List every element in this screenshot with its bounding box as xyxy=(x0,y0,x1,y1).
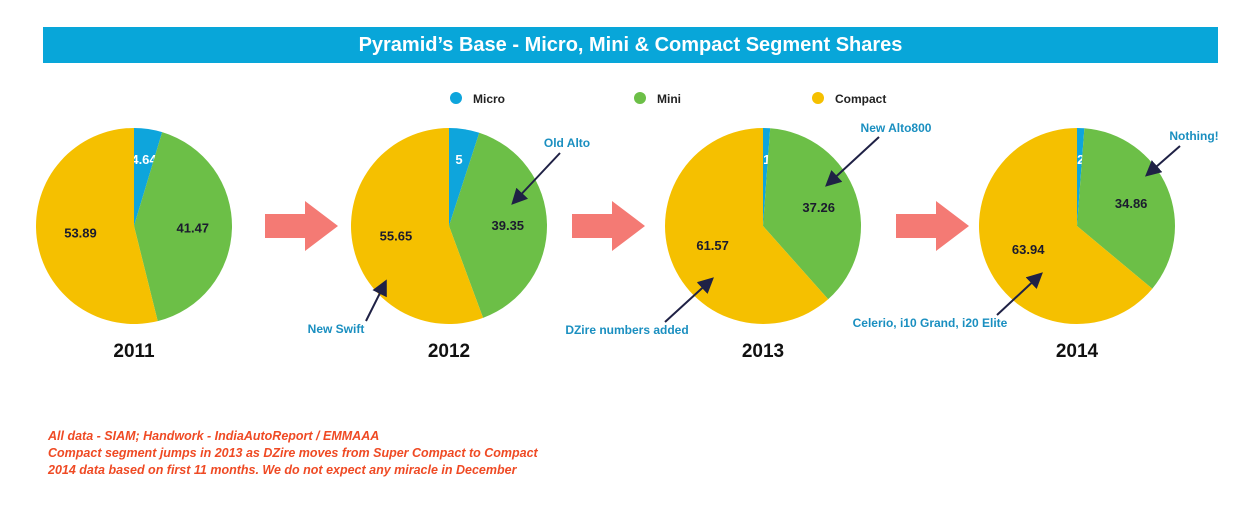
footnote-3: 2014 data based on first 11 months. We d… xyxy=(48,463,517,477)
annotation-new-swift: New Swift xyxy=(308,322,365,336)
footnotes: All data - SIAM; Handwork - IndiaAutoRep… xyxy=(48,428,538,479)
data-label-2011-micro: 4.64 xyxy=(131,152,157,167)
pie-slice-2012-micro xyxy=(449,128,480,226)
annotation-celerio: Celerio, i10 Grand, i20 Elite xyxy=(853,316,1008,330)
annotation-celerio-arrow xyxy=(996,272,1043,316)
annotation-nothing-arrow xyxy=(1144,145,1181,177)
legend-label-compact: Compact xyxy=(835,92,886,106)
legend-marker-micro xyxy=(450,92,462,104)
pie-slice-2012-compact xyxy=(350,128,484,324)
footnote-2: Compact segment jumps in 2013 as DZire m… xyxy=(48,446,538,460)
footnote-1: All data - SIAM; Handwork - IndiaAutoRep… xyxy=(48,429,380,443)
data-label-2012-micro: 5 xyxy=(455,152,462,167)
year-label-2014: 2014 xyxy=(1056,341,1099,362)
year-label-2012: 2012 xyxy=(428,341,470,362)
legend-label-micro: Micro xyxy=(473,92,505,106)
annotation-new-swift-arrow xyxy=(365,279,387,322)
legend-label-mini: Mini xyxy=(657,92,681,106)
pie-slice-2012-mini xyxy=(449,132,547,318)
year-label-2011: 2011 xyxy=(113,341,155,362)
chart-title: Pyramid’s Base - Micro, Mini & Compact S… xyxy=(358,33,903,56)
pie-slice-2011-micro xyxy=(134,128,163,226)
legend-marker-mini xyxy=(634,92,646,104)
pie-slice-2013-compact xyxy=(664,128,829,324)
data-label-2012-compact: 55.65 xyxy=(380,229,413,244)
pie-slice-2013-micro xyxy=(763,128,771,226)
data-label-2013-mini: 37.26 xyxy=(802,200,835,215)
annotation-dzire-arrow xyxy=(664,277,714,323)
transition-arrow-3 xyxy=(896,201,969,251)
data-label-2011-compact: 53.89 xyxy=(64,226,97,241)
data-label-2012-mini: 39.35 xyxy=(492,218,525,233)
data-label-2011-mini: 41.47 xyxy=(177,220,210,235)
title-banner: Pyramid’s Base - Micro, Mini & Compact S… xyxy=(43,27,1218,63)
year-label-2013: 2013 xyxy=(742,341,784,362)
annotation-dzire: DZire numbers added xyxy=(565,323,688,337)
pie-slice-2011-mini xyxy=(134,132,232,322)
transition-arrow-2 xyxy=(572,201,645,251)
annotation-old-alto: Old Alto xyxy=(544,136,590,150)
transition-arrow-1 xyxy=(265,201,338,251)
annotation-new-alto800-arrow xyxy=(825,136,880,187)
annotation-nothing: Nothing! xyxy=(1169,129,1218,143)
data-label-2014-mini: 34.86 xyxy=(1115,196,1148,211)
pie-slice-2014-micro xyxy=(1077,128,1085,226)
data-label-2013-compact: 61.57 xyxy=(696,238,729,253)
annotation-new-alto800: New Alto800 xyxy=(861,121,932,135)
data-label-2014-compact: 63.94 xyxy=(1012,242,1045,257)
legend-marker-compact xyxy=(812,92,824,104)
pie-slice-2011-compact xyxy=(35,127,158,325)
pie-slice-2014-compact xyxy=(978,128,1153,324)
annotation-old-alto-arrow xyxy=(511,152,561,205)
